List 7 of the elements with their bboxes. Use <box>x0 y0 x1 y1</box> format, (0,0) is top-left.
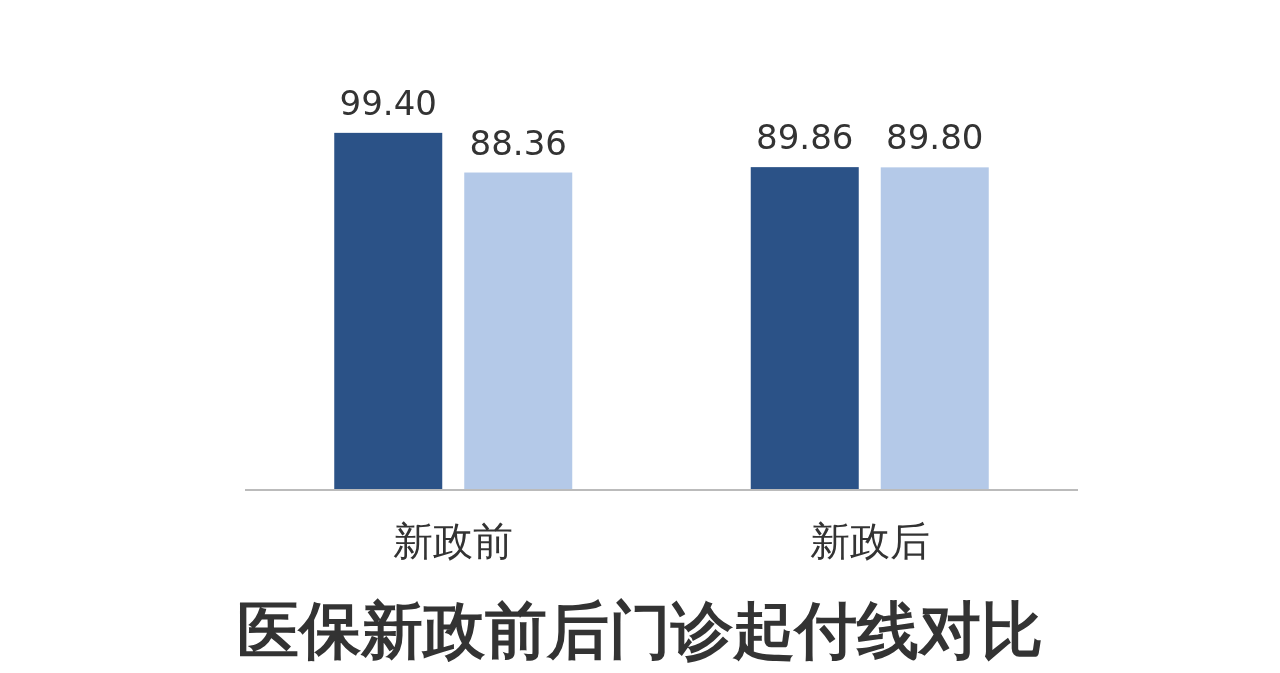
x-tick-label: 新政前 <box>393 518 514 564</box>
data-label: 88.36 <box>469 122 567 163</box>
data-label: 89.80 <box>886 117 984 158</box>
text: 医保新政前后门诊起付线对比 <box>237 594 1043 667</box>
x-tick-label: 新政后 <box>809 518 930 564</box>
data-label: 89.86 <box>756 117 854 158</box>
data-label: 99.40 <box>339 82 437 123</box>
